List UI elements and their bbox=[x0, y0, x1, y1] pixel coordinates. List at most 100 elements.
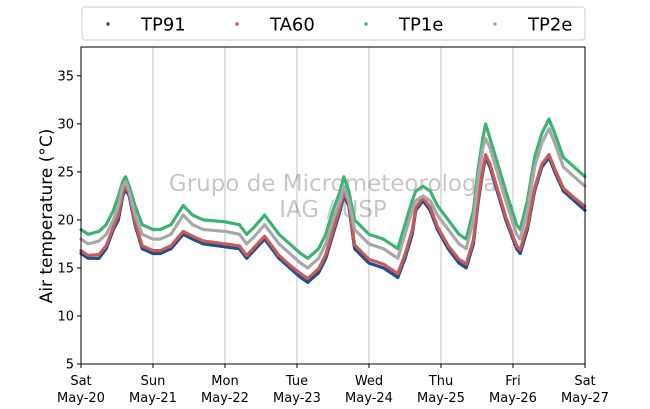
point-tp91 bbox=[306, 281, 309, 284]
point-tp2e bbox=[422, 194, 425, 197]
point-tp1e bbox=[347, 190, 350, 193]
point-tp2e bbox=[121, 185, 124, 188]
point-tp2e bbox=[465, 247, 468, 250]
point-tp1e bbox=[159, 228, 162, 231]
point-tp2e bbox=[429, 199, 432, 202]
x-axis: SatMay-20SunMay-21MonMay-22TueMay-23WedM… bbox=[57, 364, 609, 406]
point-ta60 bbox=[224, 243, 227, 246]
point-ta60 bbox=[306, 277, 309, 280]
point-tp1e bbox=[288, 243, 291, 246]
point-tp2e bbox=[182, 214, 185, 217]
point-ta60 bbox=[202, 240, 205, 243]
point-tp1e bbox=[170, 223, 173, 226]
point-tp1e bbox=[515, 223, 518, 226]
point-tp2e bbox=[382, 247, 385, 250]
point-tp2e bbox=[414, 199, 417, 202]
point-ta60 bbox=[270, 244, 273, 247]
point-ta60 bbox=[170, 244, 173, 247]
y-tick-label: 10 bbox=[57, 309, 74, 324]
point-tp2e bbox=[117, 204, 120, 207]
x-tick-weekday: Sat bbox=[70, 374, 91, 389]
point-tp2e bbox=[484, 137, 487, 140]
point-ta60 bbox=[353, 243, 356, 246]
point-tp91 bbox=[98, 257, 101, 260]
point-tp1e bbox=[342, 175, 345, 178]
x-tick-weekday: Wed bbox=[355, 374, 383, 389]
point-tp1e bbox=[112, 209, 115, 212]
x-tick-date: May-24 bbox=[345, 391, 393, 406]
x-tick-weekday: Fri bbox=[505, 374, 521, 389]
point-tp2e bbox=[477, 175, 480, 178]
point-ta60 bbox=[533, 187, 536, 190]
point-tp2e bbox=[353, 228, 356, 231]
point-ta60 bbox=[573, 196, 576, 199]
point-tp2e bbox=[515, 233, 518, 236]
point-ta60 bbox=[404, 253, 407, 256]
point-ta60 bbox=[458, 258, 461, 261]
point-tp1e bbox=[317, 247, 320, 250]
y-tick-label: 5 bbox=[66, 358, 74, 373]
point-tp2e bbox=[98, 240, 101, 243]
point-tp1e bbox=[411, 199, 414, 202]
point-ta60 bbox=[117, 214, 120, 217]
point-tp91 bbox=[152, 252, 155, 255]
point-tp2e bbox=[332, 219, 335, 222]
point-tp1e bbox=[429, 190, 432, 193]
x-tick-weekday: Sat bbox=[574, 374, 595, 389]
point-tp2e bbox=[278, 243, 281, 246]
point-tp2e bbox=[504, 199, 507, 202]
point-tp2e bbox=[472, 219, 475, 222]
point-ta60 bbox=[496, 187, 499, 190]
point-tp91 bbox=[245, 257, 248, 260]
point-tp2e bbox=[411, 209, 414, 212]
point-tp1e bbox=[252, 226, 255, 229]
point-tp1e bbox=[98, 230, 101, 233]
point-tp2e bbox=[252, 236, 255, 239]
x-tick-date: May-21 bbox=[129, 391, 177, 406]
point-tp1e bbox=[458, 233, 461, 236]
point-ta60 bbox=[288, 264, 291, 267]
point-tp91 bbox=[382, 267, 385, 270]
point-tp1e bbox=[87, 233, 90, 236]
point-tp91 bbox=[202, 243, 205, 246]
point-tp91 bbox=[458, 262, 461, 265]
x-tick-date: May-27 bbox=[561, 391, 609, 406]
point-tp2e bbox=[124, 180, 127, 183]
point-tp1e bbox=[447, 219, 450, 222]
point-tp91 bbox=[224, 245, 227, 248]
point-ta60 bbox=[411, 229, 414, 232]
point-tp2e bbox=[368, 243, 371, 246]
point-tp1e bbox=[278, 233, 281, 236]
y-axis: 5101520253035 bbox=[57, 69, 81, 372]
point-tp2e bbox=[159, 238, 162, 241]
point-tp2e bbox=[496, 170, 499, 173]
point-tp2e bbox=[489, 146, 492, 149]
point-tp1e bbox=[306, 257, 309, 260]
point-tp2e bbox=[112, 219, 115, 222]
point-ta60 bbox=[389, 268, 392, 271]
point-ta60 bbox=[489, 163, 492, 166]
point-ta60 bbox=[105, 244, 108, 247]
point-tp1e bbox=[245, 233, 248, 236]
point-tp1e bbox=[484, 122, 487, 125]
point-tp2e bbox=[404, 233, 407, 236]
point-tp2e bbox=[245, 243, 248, 246]
point-tp2e bbox=[191, 223, 194, 226]
point-tp2e bbox=[238, 233, 241, 236]
x-tick-date: May-20 bbox=[57, 391, 105, 406]
point-tp1e bbox=[105, 223, 108, 226]
point-tp1e bbox=[191, 214, 194, 217]
point-tp2e bbox=[299, 262, 302, 265]
point-tp2e bbox=[519, 238, 522, 241]
y-axis-label: Air temperature (°C) bbox=[37, 129, 57, 304]
point-tp2e bbox=[324, 243, 327, 246]
point-tp2e bbox=[263, 223, 266, 226]
point-tp1e bbox=[414, 190, 417, 193]
point-tp2e bbox=[339, 199, 342, 202]
point-tp2e bbox=[152, 238, 155, 241]
point-tp1e bbox=[382, 238, 385, 241]
point-tp91 bbox=[299, 276, 302, 279]
point-ta60 bbox=[252, 246, 255, 249]
point-ta60 bbox=[112, 225, 115, 228]
point-ta60 bbox=[429, 206, 432, 209]
